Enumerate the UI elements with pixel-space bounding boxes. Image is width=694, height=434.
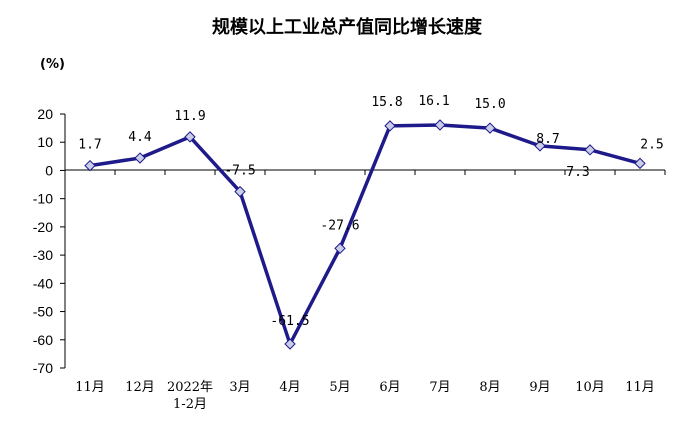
data-label: -7.5 xyxy=(224,164,255,179)
data-point xyxy=(634,157,646,170)
data-point xyxy=(434,119,446,131)
data-point xyxy=(534,140,546,152)
y-tick-label: -70 xyxy=(33,360,53,376)
data-label: 7.3 xyxy=(566,165,589,180)
series-markers xyxy=(84,119,646,350)
data-label: 1.7 xyxy=(78,138,101,153)
data-label: 11.9 xyxy=(174,109,205,124)
data-point xyxy=(384,120,396,132)
y-tick-label: -20 xyxy=(33,219,53,235)
data-labels: 1.7 4.4 11.9 -7.5 -61.5 -27.6 15.8 16.1 15.0 8.7 7… xyxy=(78,94,663,329)
data-point xyxy=(484,122,496,134)
data-label: -27.6 xyxy=(320,218,359,233)
y-tick-label: -40 xyxy=(33,275,53,291)
data-point xyxy=(84,159,96,172)
x-tick-label: 11月 xyxy=(75,380,105,395)
x-tick-label: 10月 xyxy=(575,380,605,395)
x-tick-label: 4月 xyxy=(279,380,300,395)
data-label: 4.4 xyxy=(128,130,152,145)
series-line xyxy=(89,123,641,346)
x-ticks: 11月 12月 2022年 1-2月 3月 4月 5月 6月 7月 8月 9月 10月 11月 xyxy=(64,170,666,412)
data-label: 15.8 xyxy=(371,95,402,110)
y-ticks: 20 10 0 -10 -20 -30 -40 -50 -60 -70 xyxy=(33,106,65,376)
data-point xyxy=(334,242,346,255)
y-tick-label: -30 xyxy=(33,247,53,263)
data-label: 16.1 xyxy=(418,94,449,109)
y-tick-label: 10 xyxy=(37,134,53,150)
data-point xyxy=(284,338,296,350)
data-point xyxy=(234,185,246,198)
x-tick-label: 12月 xyxy=(125,380,155,395)
data-label: 2.5 xyxy=(640,137,663,152)
chart-title: 规模以上工业总产值同比增长速度 xyxy=(212,16,483,38)
x-tick-label: 11月 xyxy=(625,380,655,395)
x-tick-label: 8月 xyxy=(479,380,500,395)
x-tick-label: 5月 xyxy=(329,380,350,395)
x-tick-label: 3月 xyxy=(229,380,250,395)
y-tick-label: 0 xyxy=(45,162,53,178)
x-tick-label: 6月 xyxy=(379,380,400,395)
data-point xyxy=(584,144,596,156)
x-tick-label: 7月 xyxy=(429,380,450,395)
y-tick-label: -50 xyxy=(33,304,53,320)
y-tick-label: -10 xyxy=(33,191,53,207)
x-tick-label: 9月 xyxy=(529,380,550,395)
data-label: 15.0 xyxy=(474,97,505,112)
data-point xyxy=(134,152,146,164)
data-label: 8.7 xyxy=(536,132,559,147)
x-tick-label: 2022年 1-2月 xyxy=(167,380,213,412)
y-tick-label: -60 xyxy=(33,332,53,348)
data-label: -61.5 xyxy=(270,314,309,329)
y-tick-label: 20 xyxy=(37,106,53,122)
data-point xyxy=(184,131,196,143)
y-axis-unit: (%) xyxy=(40,57,65,72)
